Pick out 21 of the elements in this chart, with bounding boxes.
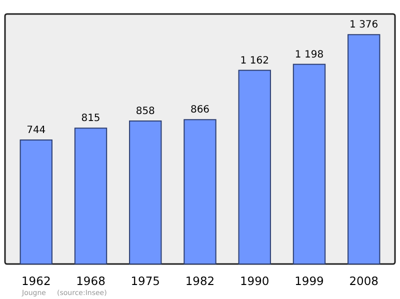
x-tick-label: 1999 — [294, 274, 324, 288]
x-tick-label: 1975 — [130, 274, 160, 288]
bar — [292, 64, 326, 264]
data-label: 858 — [136, 106, 155, 117]
bar — [129, 120, 162, 264]
data-label: 1 376 — [350, 20, 378, 31]
x-tick-label: 1968 — [76, 274, 106, 288]
x-tick-label: 1962 — [21, 274, 51, 288]
bar — [238, 70, 271, 264]
data-label: 866 — [190, 104, 210, 116]
bar — [348, 34, 380, 264]
data-label: 744 — [26, 124, 46, 136]
data-label: 1 162 — [240, 55, 269, 66]
bar — [74, 128, 108, 264]
x-tick-label: 1982 — [185, 274, 215, 288]
bar — [20, 139, 52, 264]
x-tick-label: 2008 — [349, 274, 379, 288]
x-tick-label: 1990 — [240, 274, 270, 288]
data-label: 1 198 — [294, 49, 324, 60]
bar — [184, 119, 216, 264]
data-label: 815 — [81, 113, 100, 124]
